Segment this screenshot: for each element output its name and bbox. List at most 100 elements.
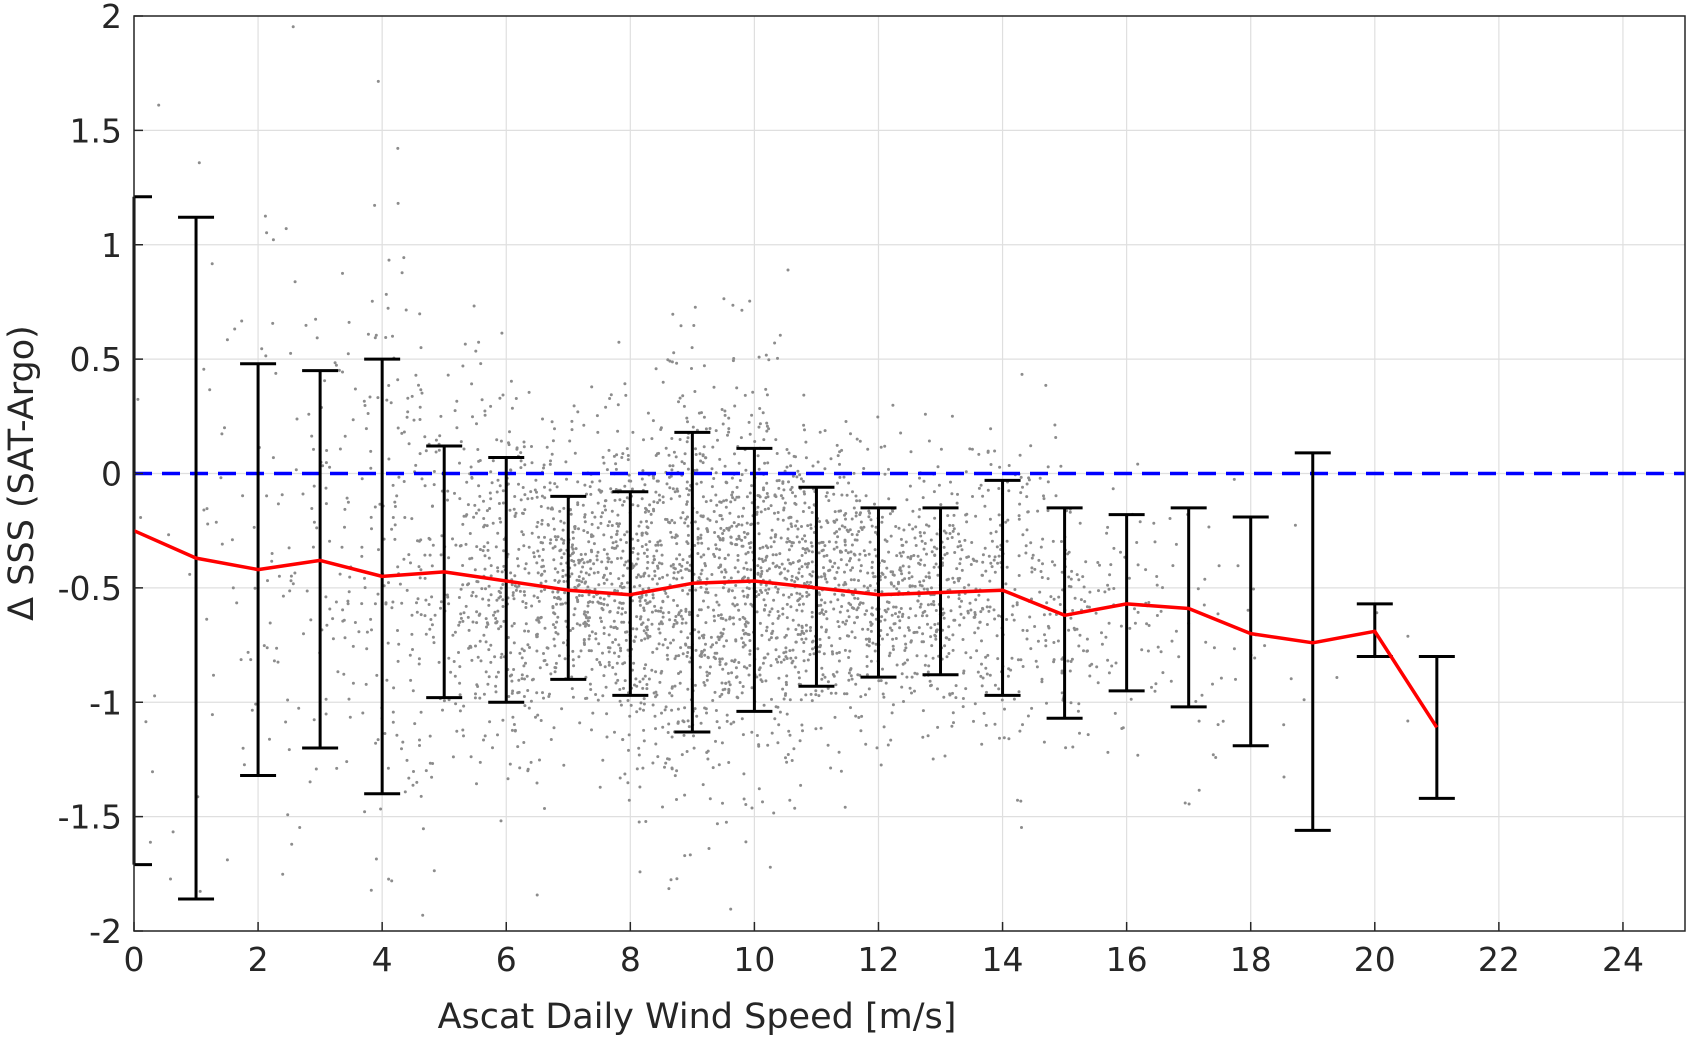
scatter-point <box>945 578 949 582</box>
scatter-point <box>475 782 478 786</box>
scatter-point <box>364 427 368 431</box>
scatter-point <box>360 554 364 558</box>
scatter-point <box>724 505 728 509</box>
scatter-point <box>858 499 862 503</box>
scatter-point <box>423 576 427 580</box>
scatter-point <box>668 521 672 525</box>
scatter-point <box>543 807 546 810</box>
scatter-point <box>772 598 776 602</box>
scatter-point <box>924 654 928 658</box>
scatter-point <box>763 507 767 511</box>
scatter-point <box>144 720 148 724</box>
scatter-point <box>549 459 552 463</box>
scatter-point <box>729 541 733 545</box>
scatter-point <box>794 640 798 644</box>
scatter-point <box>864 494 868 498</box>
scatter-point <box>417 565 421 569</box>
scatter-point <box>884 610 888 614</box>
scatter-point <box>943 754 947 758</box>
scatter-point <box>559 562 563 566</box>
scatter-point <box>1204 640 1208 644</box>
scatter-point <box>1177 655 1181 659</box>
scatter-point <box>777 723 781 727</box>
scatter-point <box>506 777 510 781</box>
scatter-point <box>669 641 673 645</box>
scatter-point <box>501 583 505 586</box>
scatter-point <box>535 525 539 529</box>
scatter-point <box>596 430 600 434</box>
scatter-point <box>289 574 293 578</box>
scatter-point <box>476 685 480 688</box>
scatter-point <box>990 565 994 569</box>
scatter-point <box>1282 723 1286 727</box>
scatter-point <box>609 393 613 397</box>
scatter-point <box>414 463 418 467</box>
scatter-point <box>596 570 600 574</box>
scatter-point <box>553 545 557 549</box>
scatter-point <box>909 639 913 643</box>
scatter-point <box>798 473 802 477</box>
x-tick-label: 18 <box>1230 940 1272 979</box>
scatter-point <box>482 517 486 520</box>
scatter-point <box>942 529 946 533</box>
scatter-point <box>731 616 735 620</box>
scatter-point <box>1153 540 1157 544</box>
scatter-point <box>715 520 718 524</box>
scatter-point <box>856 615 859 619</box>
scatter-point <box>847 634 851 638</box>
scatter-point <box>560 556 564 560</box>
scatter-point <box>469 465 473 469</box>
scatter-point <box>744 561 748 565</box>
scatter-point <box>656 543 660 547</box>
scatter-point <box>980 573 984 577</box>
scatter-point <box>542 466 545 470</box>
scatter-point <box>473 503 477 507</box>
scatter-point <box>596 698 600 702</box>
scatter-point <box>1171 564 1175 568</box>
scatter-point <box>715 503 719 507</box>
scatter-point <box>151 770 154 774</box>
scatter-point <box>700 634 704 638</box>
scatter-point <box>840 593 844 597</box>
scatter-point <box>756 454 760 458</box>
scatter-point <box>423 553 427 557</box>
scatter-point <box>1007 737 1011 741</box>
scatter-point <box>499 586 503 590</box>
scatter-point <box>530 496 534 500</box>
scatter-point <box>952 580 956 584</box>
scatter-point <box>1406 719 1410 723</box>
scatter-point <box>655 647 659 651</box>
scatter-point <box>686 719 690 723</box>
scatter-point <box>668 486 672 490</box>
scatter-point <box>601 758 605 762</box>
scatter-point <box>857 579 860 582</box>
scatter-point <box>314 317 318 321</box>
scatter-point <box>523 593 527 597</box>
scatter-point <box>709 499 713 503</box>
scatter-point <box>363 404 367 407</box>
scatter-point <box>981 607 985 611</box>
scatter-point <box>869 659 873 663</box>
scatter-point <box>764 679 768 683</box>
scatter-point <box>512 622 516 625</box>
scatter-point <box>601 511 604 515</box>
scatter-point <box>819 603 823 607</box>
scatter-point <box>295 417 299 421</box>
scatter-point <box>701 514 705 518</box>
scatter-point <box>755 512 759 516</box>
scatter-point <box>804 562 807 566</box>
scatter-point <box>291 25 295 29</box>
scatter-point <box>817 650 821 654</box>
scatter-point <box>732 660 736 664</box>
scatter-point <box>225 338 229 342</box>
scatter-point <box>927 524 931 528</box>
scatter-point <box>786 537 790 541</box>
scatter-point <box>1197 719 1201 723</box>
scatter-point <box>519 498 523 502</box>
scatter-point <box>964 687 968 691</box>
scatter-point <box>688 853 692 857</box>
scatter-point <box>664 591 668 595</box>
scatter-point <box>523 463 527 467</box>
scatter-point <box>865 655 869 659</box>
scatter-point <box>1077 702 1081 706</box>
